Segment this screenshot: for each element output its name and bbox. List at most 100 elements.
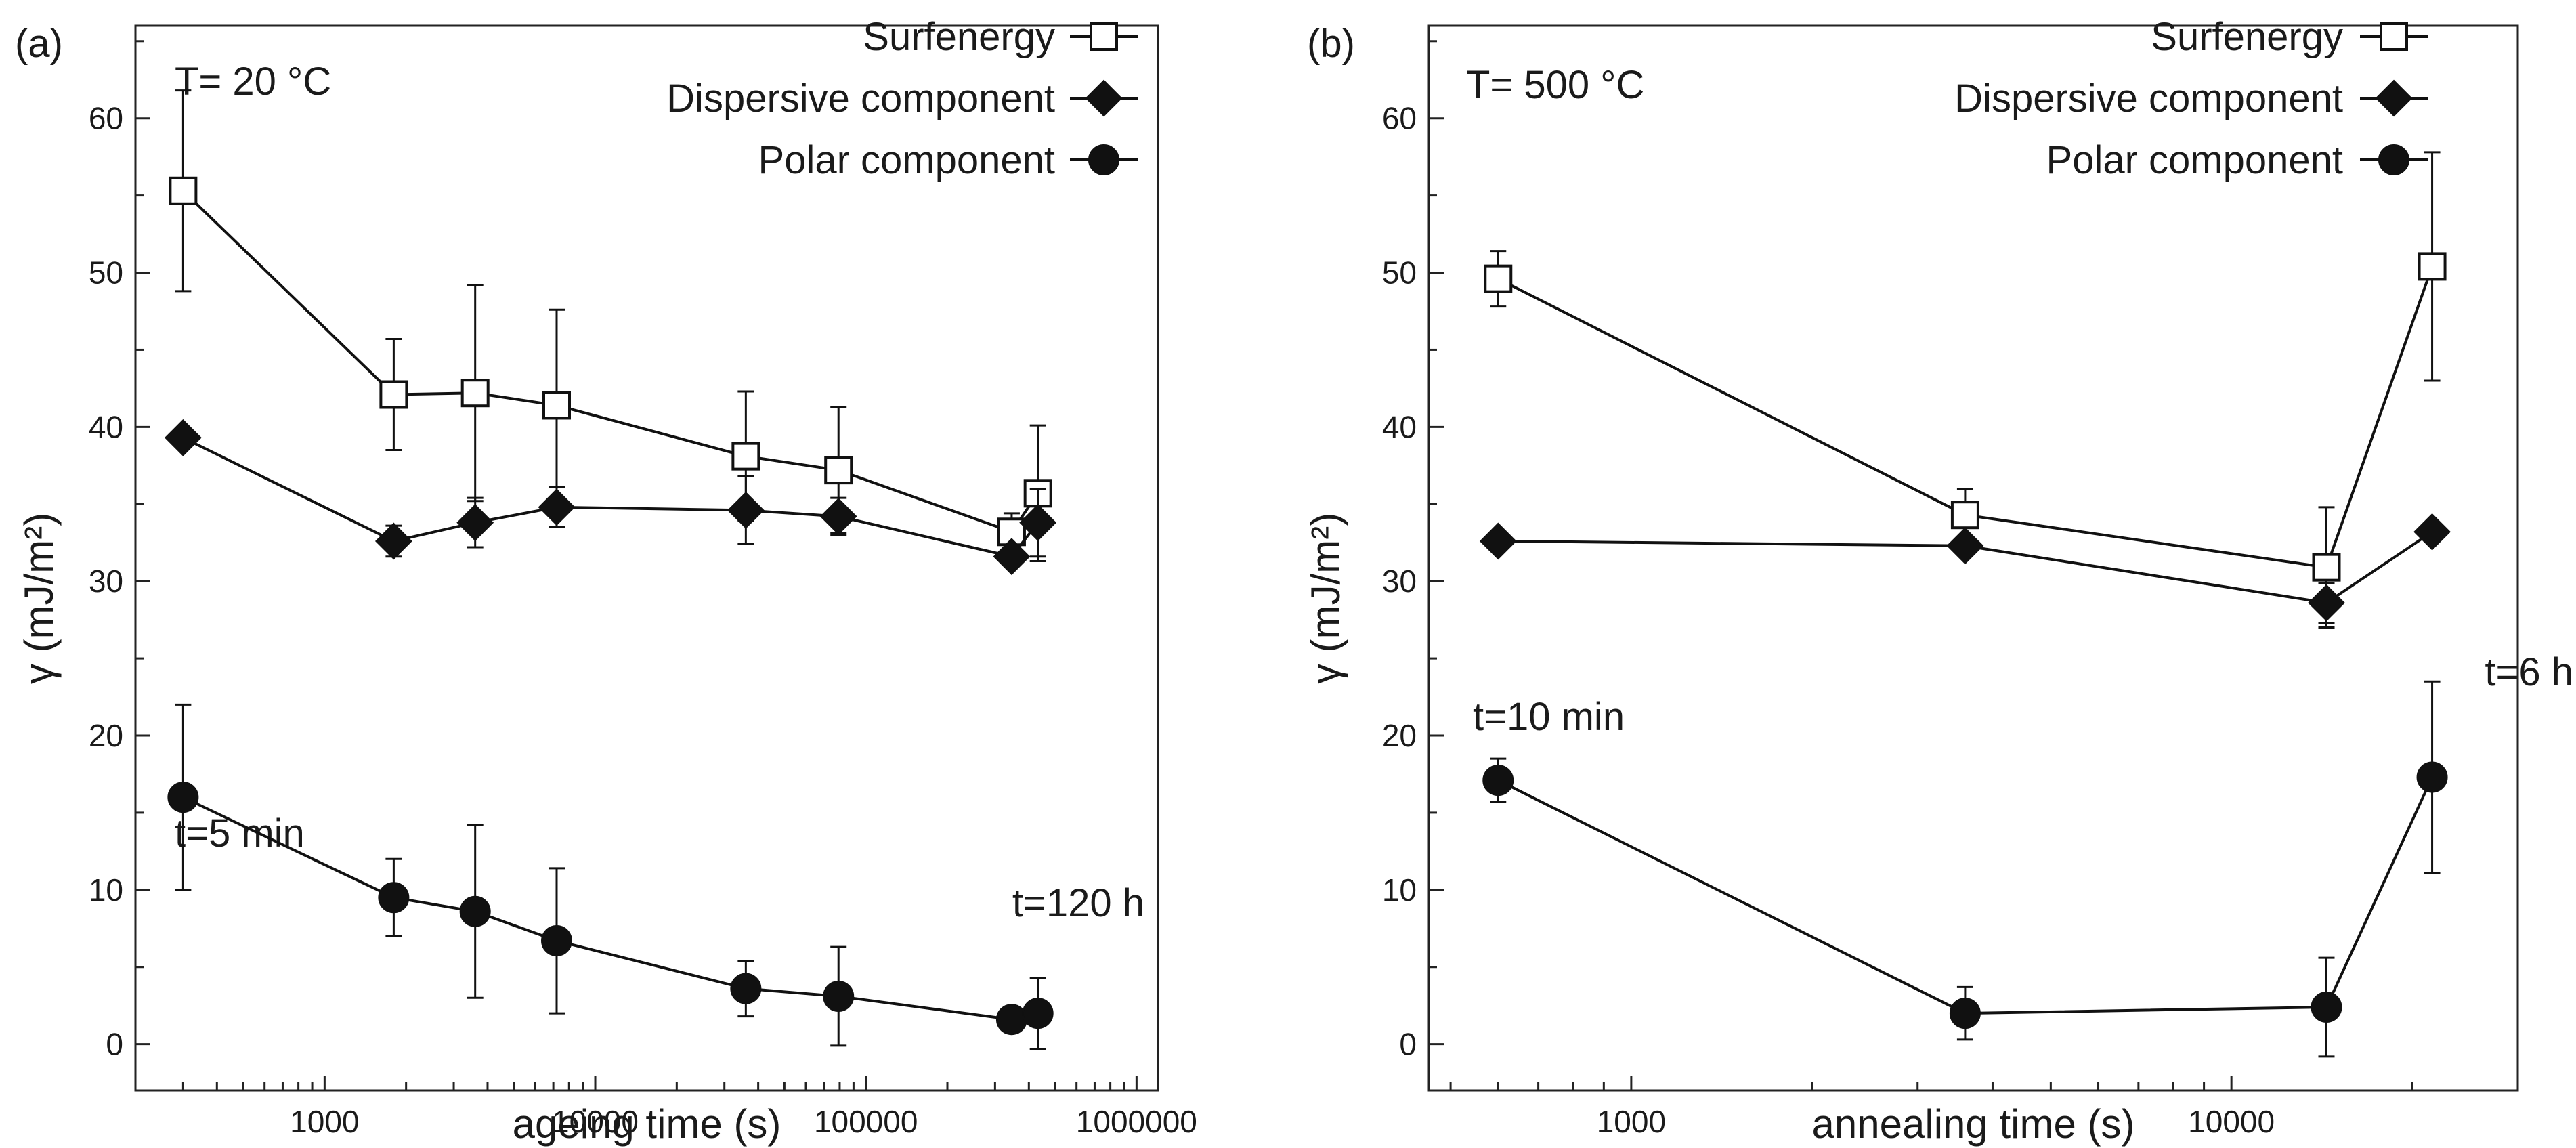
plot-frame	[134, 24, 1159, 1092]
y-tick-label: 20	[89, 718, 123, 753]
time-annotation: t=10 min	[1473, 695, 1625, 739]
series-line	[1497, 265, 2434, 569]
data-point	[541, 925, 573, 957]
data-point	[460, 379, 490, 408]
data-point	[2418, 252, 2447, 281]
series-diamond	[1479, 513, 2451, 624]
series-line	[182, 796, 1039, 1021]
series-line	[182, 436, 1039, 558]
panel-b: 0 10 20 30 40 50 60 1000 10000 annealing time (s)…	[1303, 15, 2573, 1147]
data-point	[2312, 553, 2341, 582]
data-point	[730, 973, 762, 1004]
data-point	[993, 538, 1031, 576]
legend-symbol	[2378, 144, 2409, 175]
data-point	[1482, 765, 1514, 796]
legend-label: Dispersive component	[666, 77, 1055, 121]
y-tick-label: 40	[89, 409, 123, 444]
series-diamond	[164, 419, 1057, 576]
y-tick-label: 60	[89, 101, 123, 136]
data-point	[167, 782, 199, 813]
temperature-label: T= 500 °C	[1466, 63, 1644, 107]
y-tick-label: 30	[1382, 564, 1417, 599]
y-tick-label: 50	[89, 255, 123, 291]
data-point	[169, 176, 198, 205]
x-axis-label: annealing time (s)	[1812, 1101, 2135, 1147]
temperature-label: T= 20 °C	[175, 60, 331, 104]
legend-symbol	[1085, 79, 1123, 117]
x-axis-label: ageing time (s)	[513, 1101, 781, 1147]
x-tick-label: 100000	[814, 1104, 918, 1139]
y-tick-label: 0	[1399, 1027, 1417, 1062]
series-line	[1497, 776, 2434, 1015]
x-tick-label: 1000	[1597, 1104, 1666, 1139]
series-square	[1484, 151, 2447, 629]
y-tick-label: 60	[1382, 101, 1417, 136]
data-point	[2311, 991, 2342, 1023]
legend-label: Polar component	[758, 138, 1055, 182]
legend: Surfenergy Dispersive component Polar comp…	[1954, 15, 2428, 182]
time-annotation: t=5 min	[175, 811, 305, 855]
panel-a: 0 10 20 30 40 50 60 1000 10000 100000 1000000 agein…	[15, 15, 1197, 1147]
plot-frame	[1427, 24, 2519, 1092]
data-point	[1946, 527, 1984, 565]
data-point	[727, 491, 765, 529]
data-point	[823, 981, 855, 1013]
series-line	[181, 190, 1039, 534]
panel-label: (a)	[15, 22, 63, 66]
legend-item: Dispersive component	[1954, 77, 2428, 121]
legend-item: Dispersive component	[666, 77, 1138, 121]
data-point	[374, 522, 412, 560]
y-tick-label: 10	[89, 872, 123, 908]
data-point	[1479, 522, 1517, 560]
legend-item: Polar component	[758, 138, 1138, 182]
data-point	[538, 488, 576, 526]
panel-label: (b)	[1307, 22, 1355, 66]
legend-symbol	[1090, 22, 1118, 51]
data-point	[1022, 998, 1054, 1029]
time-annotation: t=120 h	[1012, 881, 1144, 925]
data-point	[824, 456, 853, 485]
data-point	[2308, 584, 2345, 622]
y-tick-label: 10	[1382, 872, 1417, 908]
data-point	[2413, 513, 2451, 551]
legend-item: Surfenergy	[2151, 15, 2428, 59]
time-annotation: t=6 h	[2485, 650, 2573, 694]
data-point	[1019, 504, 1057, 542]
series-line	[1498, 530, 2433, 605]
data-point	[1949, 998, 1981, 1029]
data-point	[164, 419, 202, 456]
legend-label: Surfenergy	[863, 15, 1055, 59]
legend-symbol	[2380, 22, 2408, 51]
y-axis-label: γ (mJ/m²)	[1303, 513, 1348, 684]
legend-label: Surfenergy	[2151, 15, 2343, 59]
legend: Surfenergy Dispersive component Polar comp…	[666, 15, 1138, 182]
y-tick-label: 50	[1382, 255, 1417, 291]
legend-symbol	[2375, 79, 2413, 117]
data-point	[456, 504, 494, 542]
x-tick-label: 1000000	[1076, 1104, 1197, 1139]
data-point	[459, 895, 491, 927]
data-point	[378, 882, 410, 914]
legend-label: Dispersive component	[1954, 77, 2343, 121]
legend-label: Polar component	[2046, 138, 2343, 182]
data-point	[731, 442, 760, 471]
legend-item: Polar component	[2046, 138, 2428, 182]
data-point	[995, 1004, 1027, 1036]
series-circle	[1482, 680, 2448, 1058]
legend-symbol	[1088, 144, 1119, 175]
x-tick-label: 1000	[290, 1104, 359, 1139]
y-tick-label: 40	[1382, 409, 1417, 444]
x-tick-label: 10000	[2188, 1104, 2275, 1139]
y-tick-label: 30	[89, 564, 123, 599]
x-tick-label: 10000	[552, 1104, 639, 1139]
y-tick-label: 20	[1382, 718, 1417, 753]
data-point	[379, 380, 408, 409]
data-point	[2416, 761, 2448, 793]
data-point	[819, 498, 857, 535]
data-point	[542, 391, 572, 420]
legend-item: Surfenergy	[863, 15, 1138, 59]
data-point	[1950, 501, 1979, 530]
y-axis-label: γ (mJ/m²)	[16, 513, 62, 684]
data-point	[1484, 264, 1513, 293]
